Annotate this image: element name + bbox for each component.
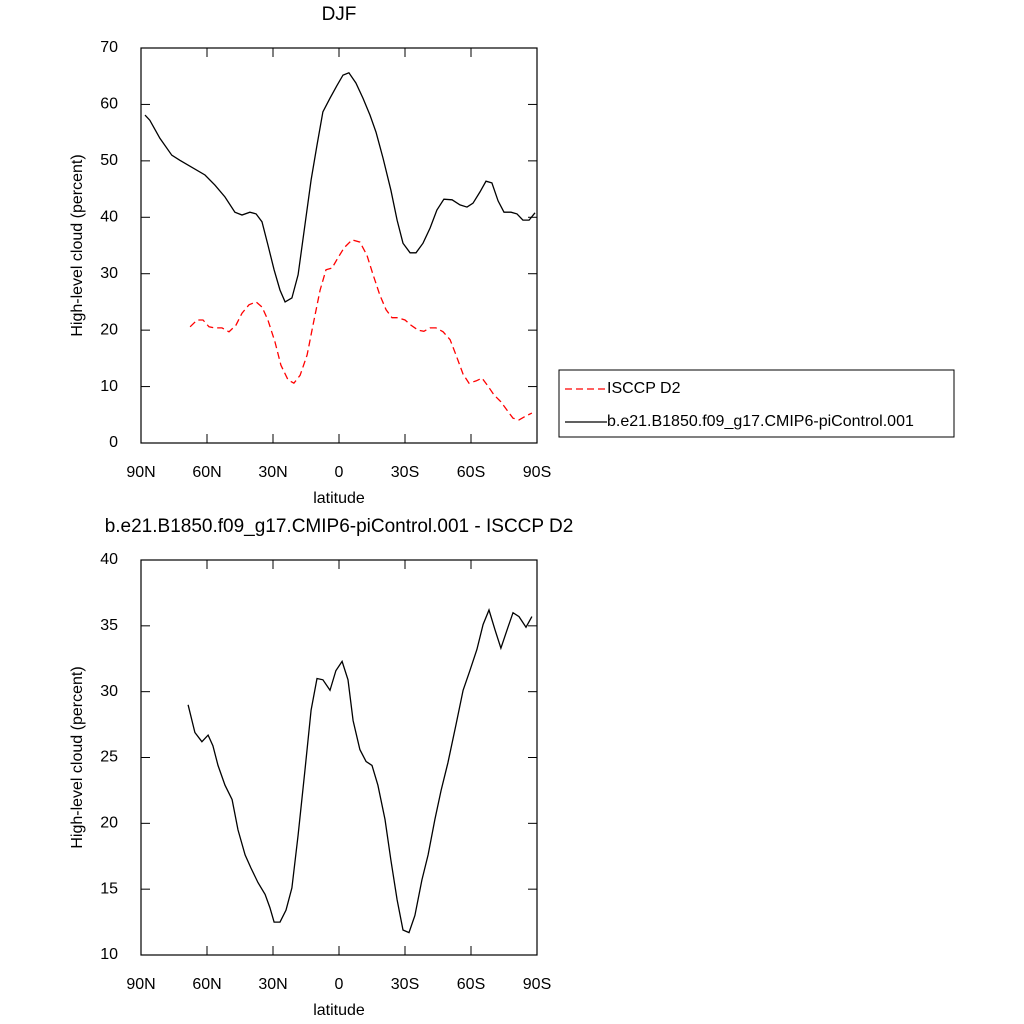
x-tick-label: 60S <box>457 976 485 993</box>
data-line <box>187 608 533 934</box>
y-tick-label: 30 <box>100 265 118 282</box>
x-tick-label: 30N <box>258 464 287 481</box>
legend-box <box>558 369 955 438</box>
plot-frame <box>140 47 538 444</box>
y-tick-label: 10 <box>100 946 118 963</box>
y-axis-label: High-level cloud (percent) <box>69 666 86 848</box>
y-tick-label: 50 <box>100 152 118 169</box>
data-line <box>189 239 533 421</box>
y-tick-label: 70 <box>100 39 118 56</box>
x-tick-label: 60N <box>192 976 221 993</box>
x-tick-label: 0 <box>335 464 344 481</box>
x-tick-label: 30N <box>258 976 287 993</box>
y-tick-label: 30 <box>100 683 118 700</box>
x-tick-label: 30S <box>391 464 419 481</box>
x-tick-label: 0 <box>335 976 344 993</box>
y-tick-label: 60 <box>100 96 118 113</box>
y-tick-label: 25 <box>100 749 118 766</box>
y-tick-label: 20 <box>100 321 118 338</box>
y-tick-label: 35 <box>100 617 118 634</box>
y-axis-label: High-level cloud (percent) <box>69 154 86 336</box>
x-tick-label: 90S <box>523 464 551 481</box>
x-axis-label: latitude <box>313 1002 365 1019</box>
x-tick-label: 30S <box>391 976 419 993</box>
legend-label: ISCCP D2 <box>607 380 681 397</box>
x-tick-label: 90N <box>126 464 155 481</box>
chart-title: DJF <box>322 4 357 25</box>
x-tick-label: 60N <box>192 464 221 481</box>
data-line <box>144 72 536 303</box>
x-tick-label: 60S <box>457 464 485 481</box>
y-tick-label: 10 <box>100 378 118 395</box>
y-tick-label: 15 <box>100 880 118 897</box>
chart-title: b.e21.B1850.f09_g17.CMIP6-piControl.001 … <box>105 516 574 537</box>
y-tick-label: 0 <box>109 434 118 451</box>
legend-label: b.e21.B1850.f09_g17.CMIP6-piControl.001 <box>607 413 914 430</box>
y-tick-label: 20 <box>100 815 118 832</box>
y-tick-label: 40 <box>100 551 118 568</box>
y-tick-label: 40 <box>100 209 118 226</box>
x-tick-label: 90N <box>126 976 155 993</box>
x-axis-label: latitude <box>313 490 365 507</box>
x-tick-label: 90S <box>523 976 551 993</box>
plot-frame <box>140 559 538 956</box>
